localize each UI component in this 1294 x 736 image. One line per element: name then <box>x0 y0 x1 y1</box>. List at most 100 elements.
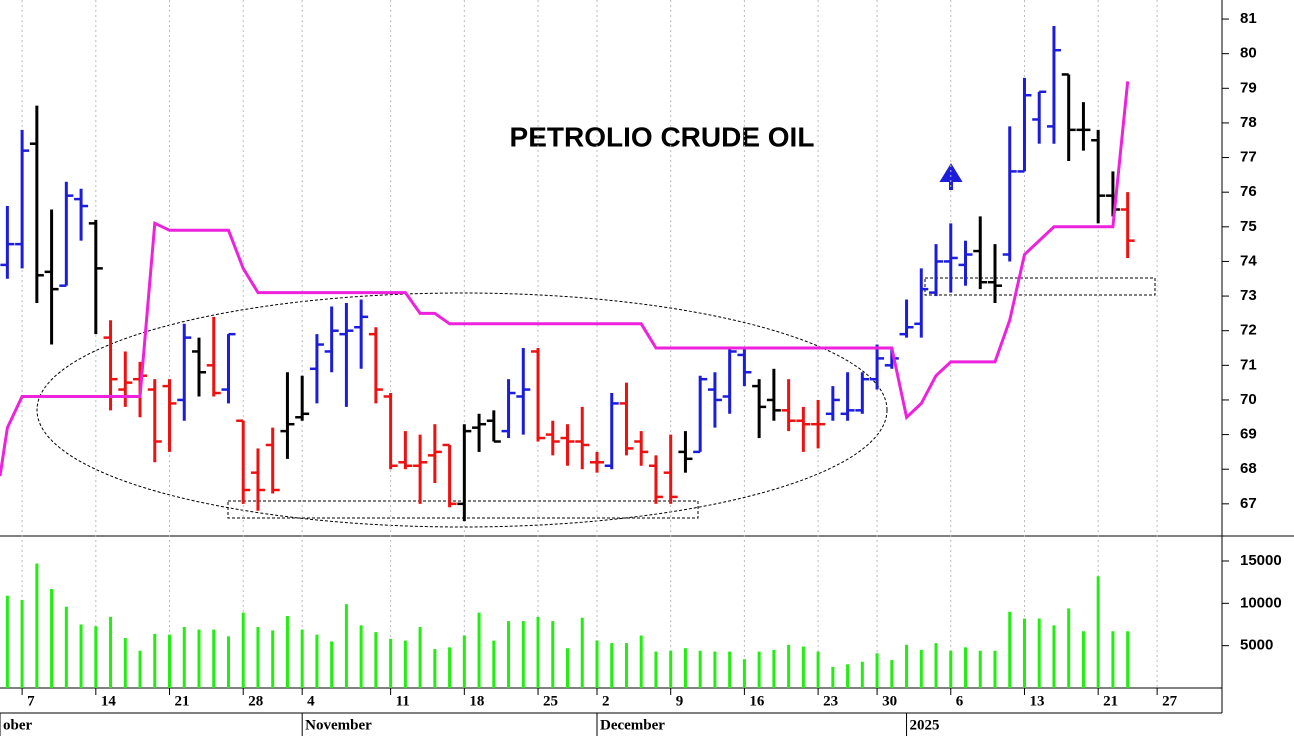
volume-bar <box>448 647 452 688</box>
x-tick-label: 21 <box>175 693 190 709</box>
y-tick-label: 81 <box>1240 10 1257 27</box>
volume-bar <box>1096 576 1100 688</box>
volume-bar <box>138 650 142 688</box>
volume-bar <box>787 644 791 688</box>
y-tick-label: 69 <box>1240 426 1257 443</box>
y-tick-label: 80 <box>1240 45 1257 62</box>
period-label: ober <box>3 717 33 733</box>
volume-bar <box>624 643 628 688</box>
volume-bar <box>182 627 186 688</box>
volume-bar <box>1081 631 1085 688</box>
y-tick-label: 15000 <box>1240 552 1282 569</box>
x-tick-label: 16 <box>749 693 765 709</box>
volume-bar <box>683 648 687 688</box>
x-tick-label: 13 <box>1029 693 1044 709</box>
volume-bar <box>153 633 157 688</box>
volume-bar <box>5 595 9 688</box>
volume-bar <box>79 624 83 688</box>
volume-bar <box>816 651 820 688</box>
volume-bar <box>566 648 570 688</box>
x-tick-label: 30 <box>882 693 897 709</box>
volume-bar <box>477 612 481 688</box>
volume-bar <box>507 621 511 688</box>
volume-bar <box>433 649 437 688</box>
y-tick-label: 68 <box>1240 460 1257 477</box>
volume-bar <box>890 660 894 688</box>
volume-bar <box>94 626 98 688</box>
x-tick-label: 7 <box>27 693 35 709</box>
volume-bar <box>123 638 127 688</box>
period-label: December <box>600 717 665 733</box>
volume-bar <box>639 635 643 688</box>
volume-bar <box>20 599 24 688</box>
volume-bar <box>50 588 54 688</box>
volume-bar <box>418 627 422 688</box>
volume-bar <box>713 651 717 688</box>
x-tick-label: 21 <box>1103 693 1118 709</box>
chart-title: PETROLIO CRUDE OIL <box>510 121 815 152</box>
period-label: 2025 <box>910 717 940 733</box>
period-label: November <box>305 717 372 733</box>
volume-bar <box>772 649 776 688</box>
stop-line <box>0 81 1130 477</box>
x-tick-label: 9 <box>676 693 684 709</box>
y-tick-label: 76 <box>1240 183 1257 200</box>
volume-bar <box>35 563 39 688</box>
volume-bar <box>374 632 378 688</box>
x-tick-label: 27 <box>1162 693 1178 709</box>
x-tick-label: 4 <box>307 693 315 709</box>
volume-bar <box>330 641 334 688</box>
volume-bar <box>536 616 540 688</box>
y-tick-label: 79 <box>1240 79 1257 96</box>
volume-bar <box>698 650 702 688</box>
volume-bar <box>109 616 113 688</box>
x-tick-label: 6 <box>956 693 964 709</box>
y-tick-label: 77 <box>1240 149 1257 166</box>
volume-bar <box>315 634 319 688</box>
volume-bar <box>610 643 614 688</box>
volume-bar <box>978 650 982 688</box>
volume-bar <box>1052 625 1056 688</box>
x-tick-label: 2 <box>602 693 610 709</box>
volume-bar <box>344 604 348 688</box>
y-tick-label: 75 <box>1240 218 1257 235</box>
volume-bar <box>1126 631 1130 688</box>
volume-bar <box>271 630 275 688</box>
x-tick-label: 23 <box>823 693 838 709</box>
volume-bar <box>389 638 393 688</box>
volume-bar <box>551 621 555 688</box>
volume-bar <box>934 643 938 688</box>
volume-bar <box>300 629 304 688</box>
volume-bar <box>1067 608 1071 688</box>
y-tick-label: 67 <box>1240 495 1257 512</box>
volume-bar <box>492 640 496 688</box>
volume-bar <box>403 640 407 688</box>
y-tick-label: 70 <box>1240 391 1257 408</box>
y-tick-label: 71 <box>1240 356 1257 373</box>
volume-bar <box>226 636 230 688</box>
volume-bar <box>1008 611 1012 688</box>
volume-bar <box>1037 618 1041 688</box>
y-tick-label: 10000 <box>1240 594 1282 611</box>
volume-bar <box>521 621 525 688</box>
volume-bar <box>757 651 761 688</box>
x-tick-label: 14 <box>101 693 117 709</box>
range-ellipse <box>36 292 888 528</box>
y-tick-label: 5000 <box>1240 637 1273 654</box>
volume-bar <box>964 647 968 688</box>
x-tick-label: 25 <box>543 693 558 709</box>
volume-bar <box>993 650 997 688</box>
volume-bar <box>359 625 363 688</box>
volume-bar <box>905 644 909 688</box>
volume-bar <box>654 651 658 688</box>
volume-bar <box>860 661 864 688</box>
volume-bar <box>197 629 201 688</box>
y-tick-label: 78 <box>1240 114 1257 131</box>
volume-bar <box>168 634 172 688</box>
volume-bar <box>949 650 953 688</box>
volume-bar <box>285 616 289 688</box>
volume-bar <box>669 650 673 688</box>
volume-bar <box>212 629 216 688</box>
